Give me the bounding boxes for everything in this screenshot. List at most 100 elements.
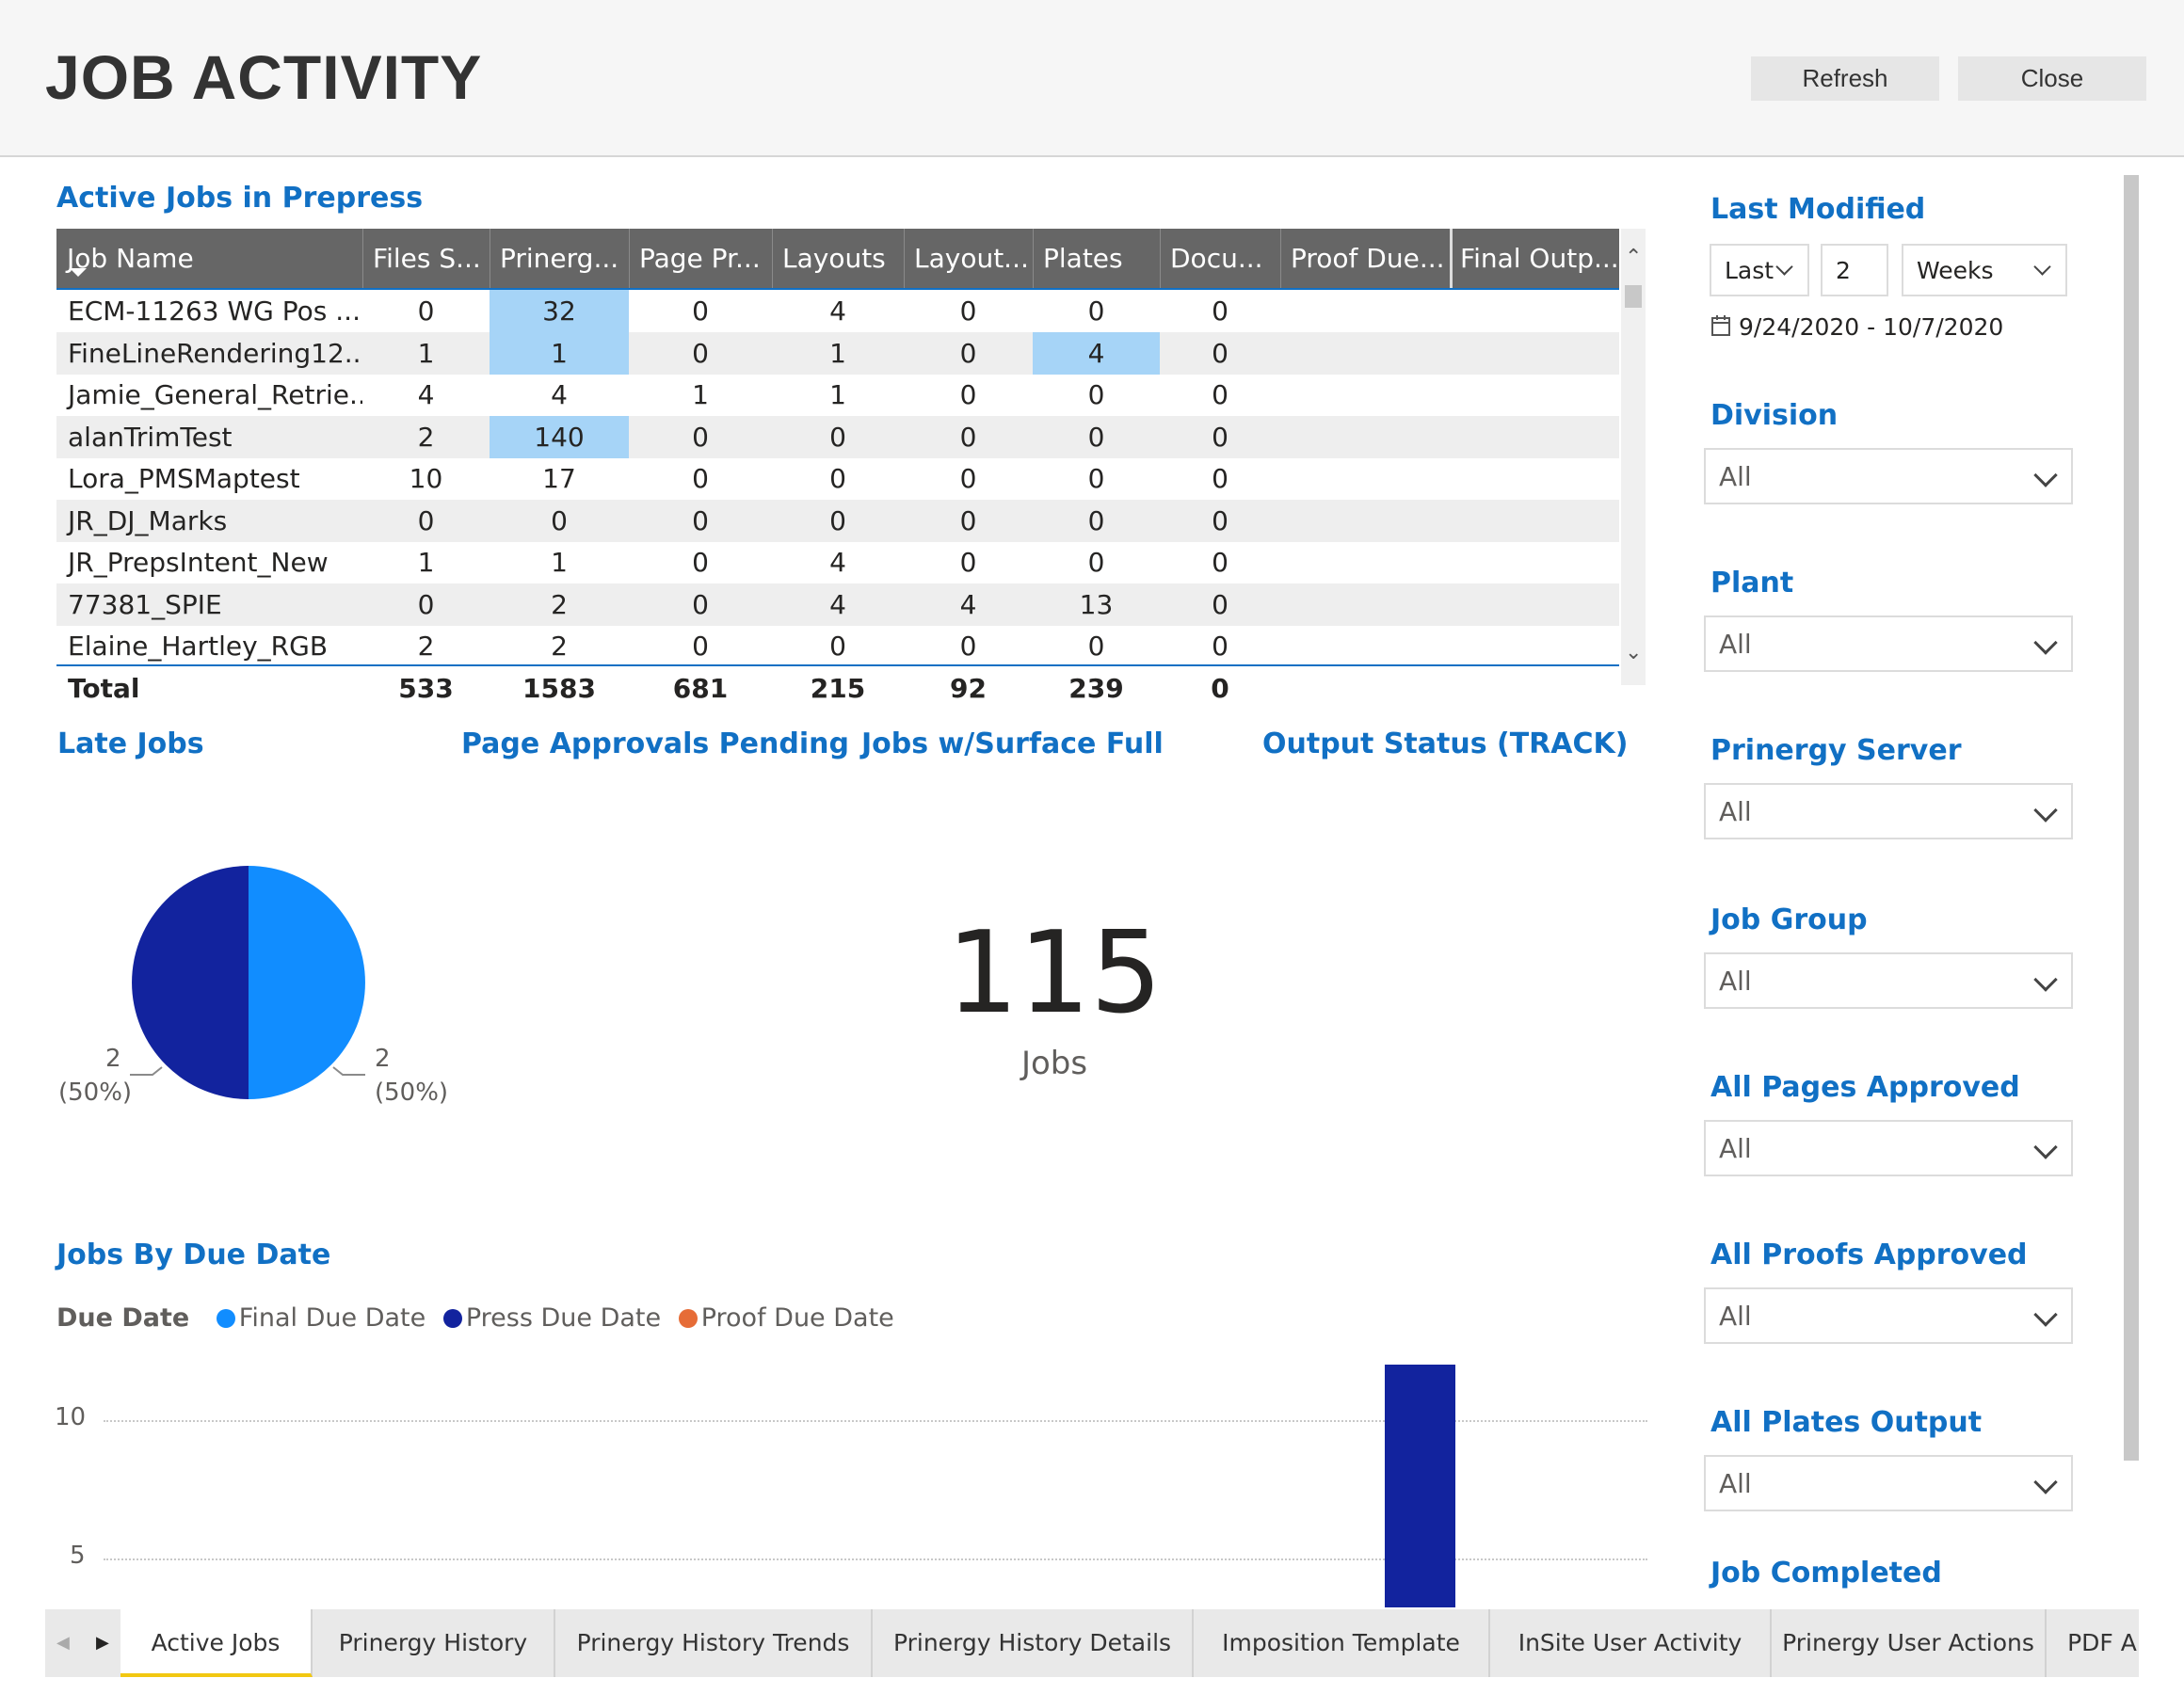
column-header[interactable]: Plates	[1043, 243, 1123, 274]
table-cell: 4	[417, 379, 435, 410]
page-tab[interactable]: InSite User Activity	[1490, 1609, 1772, 1677]
job-name-cell: Elaine_Hartley_RGB	[68, 631, 329, 662]
table-cell: 0	[959, 337, 977, 369]
column-header[interactable]: Final Outp...	[1460, 243, 1619, 274]
job-name-cell: ECM-11263 WG Pos ...	[68, 296, 361, 327]
table-row[interactable]: JR_DJ_Marks 0 0 0 0 0 0 0	[56, 499, 1619, 542]
all-plates-output-dropdown[interactable]: All	[1704, 1455, 2073, 1511]
bar-press-due-date[interactable]	[1385, 1365, 1455, 1607]
tab-scroll-right-icon[interactable]: ▶	[96, 1633, 109, 1653]
table-cell: 4	[959, 588, 977, 620]
division-title: Division	[1710, 399, 1839, 432]
scroll-up-icon[interactable]: ⌃	[1625, 246, 1643, 269]
column-separator[interactable]	[362, 229, 363, 288]
table-row[interactable]: Lora_PMSMaptest 10 17 0 0 0 0 0	[56, 457, 1619, 500]
jobs-by-due-date-title: Jobs By Due Date	[56, 1239, 331, 1271]
table-cell: 0	[959, 631, 977, 662]
table-cell	[1450, 583, 1619, 626]
column-header[interactable]: Files S...	[373, 243, 481, 274]
table-cell: 2	[417, 631, 435, 662]
all-pages-approved-dropdown[interactable]: All	[1704, 1120, 2073, 1176]
table-row[interactable]: Jamie_General_Retrie... 4 4 1 1 0 0 0	[56, 374, 1619, 416]
table-cell: 0	[959, 504, 977, 536]
table-row[interactable]: 77381_SPIE 0 2 0 4 4 13 0	[56, 583, 1619, 626]
table-row[interactable]: ECM-11263 WG Pos ... 0 32 0 4 0 0 0	[56, 290, 1619, 332]
table-row[interactable]: Elaine_Hartley_RGB 2 2 0 0 0 0 0	[56, 625, 1619, 667]
filter-pane-scrollbar[interactable]	[2124, 175, 2139, 1461]
column-separator[interactable]	[1033, 229, 1034, 288]
legend-dot-final-icon	[216, 1309, 235, 1328]
division-value: All	[1719, 461, 1752, 492]
legend-press[interactable]: Press Due Date	[465, 1303, 662, 1333]
last-unit-dropdown[interactable]: Weeks	[1902, 244, 2067, 296]
page-tab[interactable]: Prinergy History	[313, 1609, 555, 1677]
column-header[interactable]: Layout...	[914, 243, 1029, 274]
table-cell: 13	[1079, 588, 1114, 620]
page-tab[interactable]: Prinergy User Actions	[1772, 1609, 2047, 1677]
table-scrollbar[interactable]: ⌃ ⌄	[1621, 229, 1646, 685]
prinergy-server-dropdown[interactable]: All	[1704, 783, 2073, 839]
sort-descending-icon[interactable]	[70, 268, 87, 277]
page-tab[interactable]: Prinergy History Trends	[555, 1609, 873, 1677]
table-cell: 140	[490, 415, 629, 458]
column-separator[interactable]	[1160, 229, 1161, 288]
table-cell: 0	[1087, 379, 1105, 410]
column-separator[interactable]	[772, 229, 773, 288]
column-header[interactable]: Job Name	[67, 243, 194, 274]
job-name-cell: Jamie_General_Retrie...	[68, 379, 362, 410]
column-header[interactable]: Layouts	[782, 243, 886, 274]
page-tab[interactable]: Active Jobs	[120, 1609, 313, 1677]
last-mode-dropdown[interactable]: Last	[1710, 244, 1809, 296]
total-label: Total	[68, 673, 140, 704]
plant-dropdown[interactable]: All	[1704, 615, 2073, 672]
table-cell: 17	[542, 463, 576, 494]
table-cell: 4	[829, 296, 846, 327]
column-header[interactable]: Docu...	[1170, 243, 1263, 274]
job-group-dropdown[interactable]: All	[1704, 952, 2073, 1009]
table-cell: 1	[829, 337, 846, 369]
table-cell: 0	[1087, 631, 1105, 662]
page-tab[interactable]: Prinergy History Details	[873, 1609, 1194, 1677]
total-cell	[1280, 667, 1450, 711]
table-row[interactable]: alanTrimTest 2 140 0 0 0 0 0	[56, 415, 1619, 458]
total-cell: 0	[1211, 673, 1229, 704]
legend-proof[interactable]: Proof Due Date	[700, 1303, 894, 1333]
job-name-cell: Lora_PMSMaptest	[68, 463, 300, 494]
legend-final[interactable]: Final Due Date	[238, 1303, 426, 1333]
scroll-thumb[interactable]	[1625, 285, 1642, 308]
surface-full-title: Jobs w/Surface Full	[861, 727, 1164, 760]
division-dropdown[interactable]: All	[1704, 448, 2073, 504]
scroll-down-icon[interactable]: ⌄	[1625, 641, 1643, 664]
column-header[interactable]: Proof Due...	[1291, 243, 1445, 274]
last-modified-title: Last Modified	[1710, 193, 1926, 226]
output-status-title: Output Status (TRACK)	[1262, 727, 1629, 760]
table-cell: 0	[692, 421, 709, 453]
refresh-button[interactable]: Refresh	[1751, 56, 1939, 101]
column-separator[interactable]	[629, 229, 630, 288]
table-cell: 0	[829, 631, 846, 662]
column-separator[interactable]	[904, 229, 905, 288]
table-cell: 0	[1087, 421, 1105, 453]
page-tab[interactable]: Imposition Template	[1194, 1609, 1490, 1677]
chevron-down-icon	[1775, 258, 1793, 276]
column-header[interactable]: Page Pr...	[639, 243, 761, 274]
table-cell: 0	[692, 337, 709, 369]
all-proofs-approved-dropdown[interactable]: All	[1704, 1287, 2073, 1344]
last-count-input[interactable]: 2	[1821, 244, 1888, 296]
column-separator[interactable]	[1280, 229, 1281, 288]
table-row[interactable]: JR_PrepsIntent_New 1 1 0 4 0 0 0	[56, 541, 1619, 583]
table-row[interactable]: FineLineRendering12... 1 1 0 1 0 4 0	[56, 331, 1619, 375]
column-header[interactable]: Prinerg...	[500, 243, 619, 274]
date-range: 9/24/2020 - 10/7/2020	[1710, 313, 2003, 341]
chevron-down-icon	[2033, 258, 2051, 276]
pie-slice-left[interactable]	[132, 866, 249, 1099]
pie-left-pct: (50%)	[58, 1079, 133, 1107]
table-cell	[1450, 457, 1619, 500]
prinergy-server-value: All	[1719, 796, 1752, 827]
close-button[interactable]: Close	[1958, 56, 2146, 101]
pie-slice-right[interactable]	[249, 866, 365, 1099]
pie-right-pct: (50%)	[375, 1079, 449, 1107]
legend-dot-press-icon	[442, 1309, 462, 1328]
page-tab[interactable]: PDF A	[2047, 1609, 2139, 1677]
tab-scroll-left-icon[interactable]: ◀	[56, 1633, 70, 1653]
